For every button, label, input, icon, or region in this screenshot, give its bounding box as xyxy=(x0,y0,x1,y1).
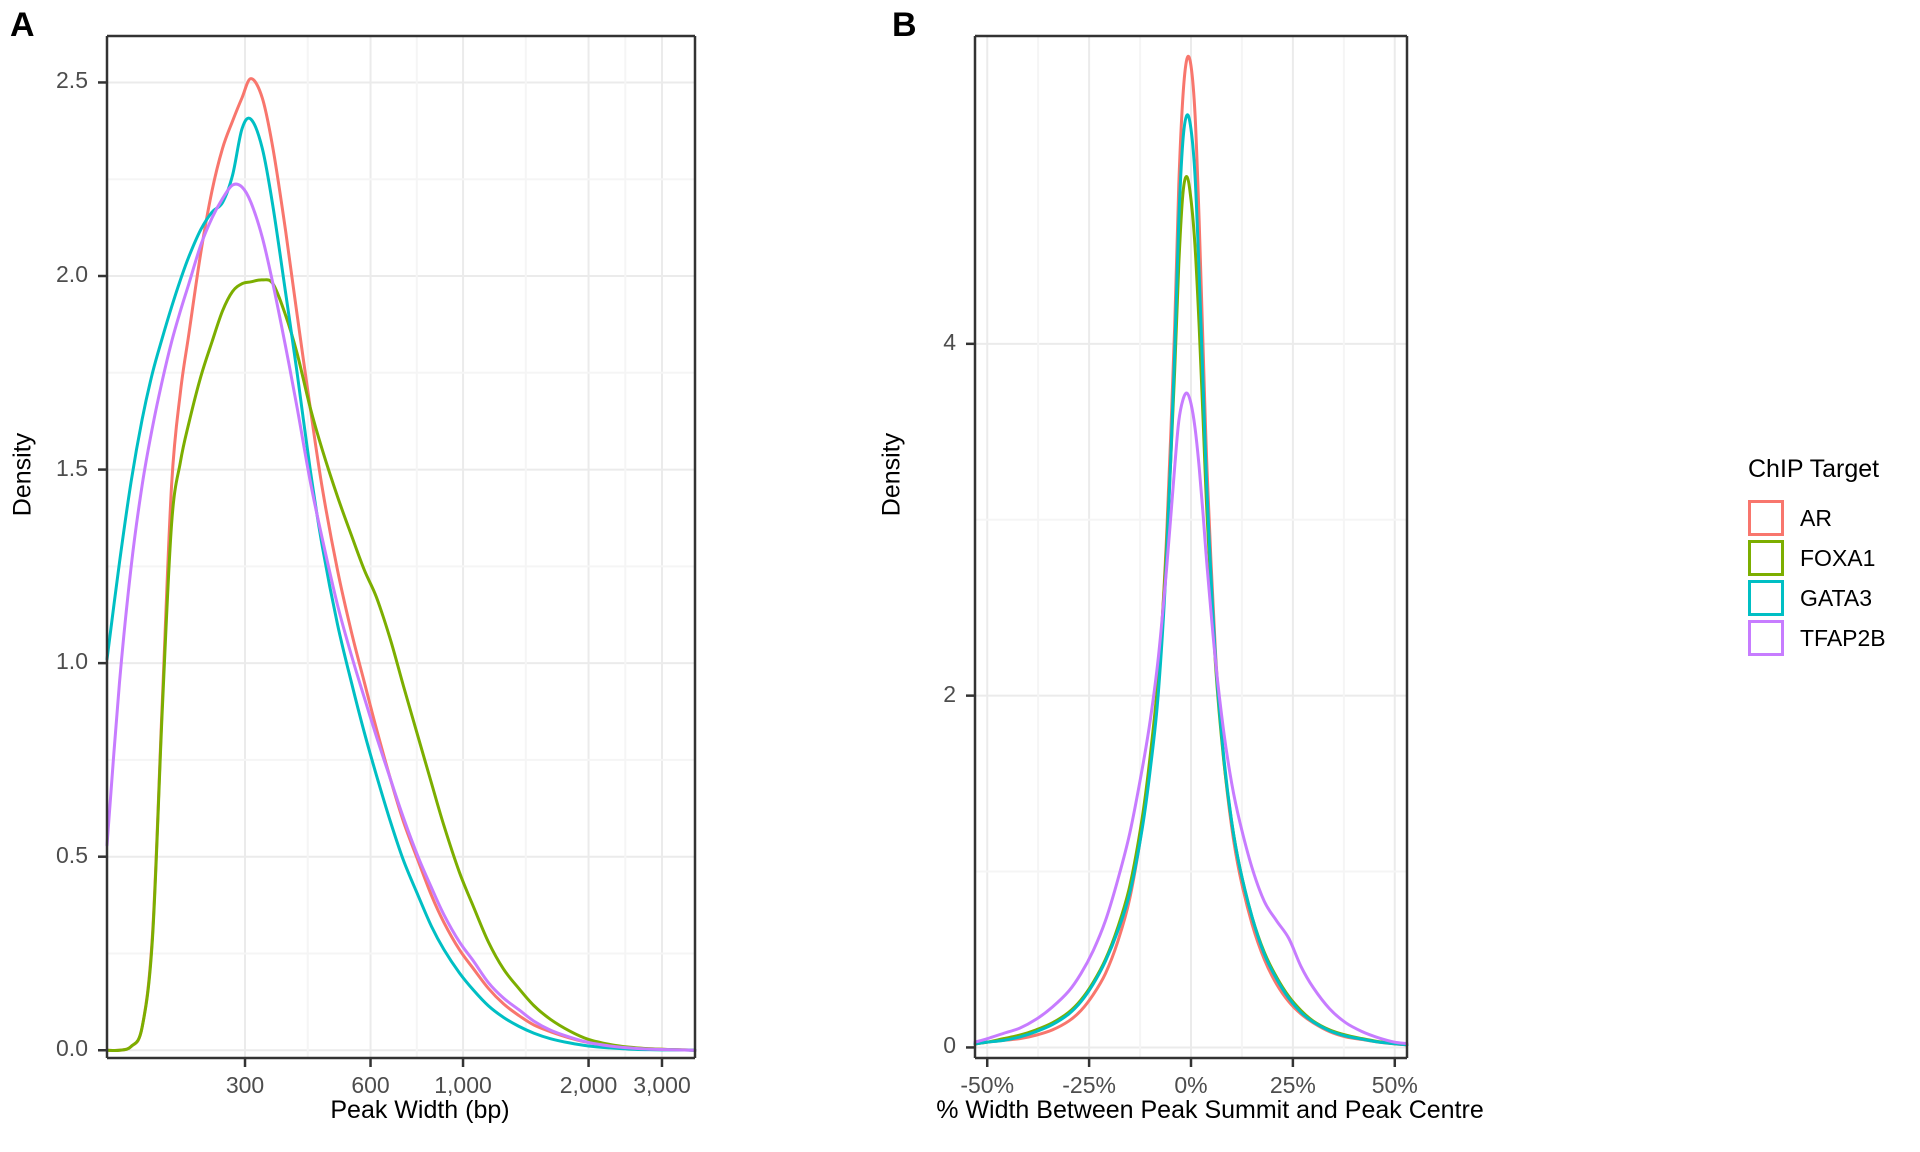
legend-key-icon xyxy=(1748,500,1784,536)
panel-a-series-tfap2b xyxy=(105,182,697,1052)
legend-item-label: TFAP2B xyxy=(1800,624,1886,651)
panel-a-x-tick-label: 3,000 xyxy=(633,1072,691,1098)
panel-b-x-tick-label: 50% xyxy=(1371,1072,1418,1098)
panel-b-y-tick-label: 4 xyxy=(943,328,956,355)
panel-a-y-tick-label: 2.5 xyxy=(56,67,88,94)
panel-a-x-tick-label: 2,000 xyxy=(559,1072,618,1098)
panel-a-y-tick-label: 2.0 xyxy=(56,261,88,287)
panel-a-y-tick-label: 0.5 xyxy=(56,841,88,868)
legend-item-label: AR xyxy=(1800,504,1832,531)
panel-b-series-tfap2b xyxy=(973,391,1409,1046)
legend-item-list: AR FOXA1 GATA3 TFAP2B xyxy=(1748,498,1886,658)
panel-a-series-gata3 xyxy=(105,116,697,1052)
panel-b-x-tick-label: -25% xyxy=(1062,1072,1116,1098)
panel-b-x-tick-label: -50% xyxy=(960,1072,1015,1098)
legend-key-icon xyxy=(1748,540,1784,576)
legend-title: ChIP Target xyxy=(1748,455,1880,483)
panel-a-series-foxa1 xyxy=(105,278,697,1053)
panel-a-x-axis-title: Peak Width (bp) xyxy=(330,1096,510,1124)
legend-item-tfap2b[interactable]: TFAP2B xyxy=(1748,618,1886,658)
legend-item-label: FOXA1 xyxy=(1800,544,1876,571)
legend-item-ar[interactable]: AR xyxy=(1748,498,1886,538)
panel-b-series-gata3 xyxy=(973,113,1409,1047)
legend-key-icon xyxy=(1748,580,1784,616)
panel-b-y-tick-label: 2 xyxy=(943,680,956,707)
legend-item-foxa1[interactable]: FOXA1 xyxy=(1748,538,1886,578)
panel-a-x-tick-label: 1,000 xyxy=(434,1072,492,1098)
panel-a-y-tick-label: 0.0 xyxy=(56,1035,88,1062)
panel-b-y-axis-title: Density xyxy=(877,432,906,517)
panel-a-y-tick-label: 1.0 xyxy=(56,648,88,675)
legend-item-gata3[interactable]: GATA3 xyxy=(1748,578,1886,618)
panel-b-x-tick-label: 25% xyxy=(1269,1072,1316,1098)
panel-a-tag: A xyxy=(10,6,35,44)
panel-b-x-axis-title: % Width Between Peak Summit and Peak Cen… xyxy=(936,1096,1484,1124)
panel-a-x-tick-label: 300 xyxy=(225,1072,265,1098)
panel-b-y-tick-label: 0 xyxy=(943,1032,956,1059)
legend-item-label: GATA3 xyxy=(1800,584,1872,611)
legend-key-icon xyxy=(1748,620,1784,656)
panel-a-panel-background xyxy=(107,36,695,1058)
panel-a-x-tick-label: 600 xyxy=(351,1072,390,1098)
panel-a-y-tick-label: 1.5 xyxy=(56,454,88,481)
panel-b-tag: B xyxy=(892,6,917,44)
panel-b-series-ar xyxy=(973,54,1409,1047)
legend: ChIP Target AR FOXA1 GATA3 TFAP2B xyxy=(1748,455,1886,658)
panel-b-x-tick-label: 0% xyxy=(1174,1072,1208,1098)
